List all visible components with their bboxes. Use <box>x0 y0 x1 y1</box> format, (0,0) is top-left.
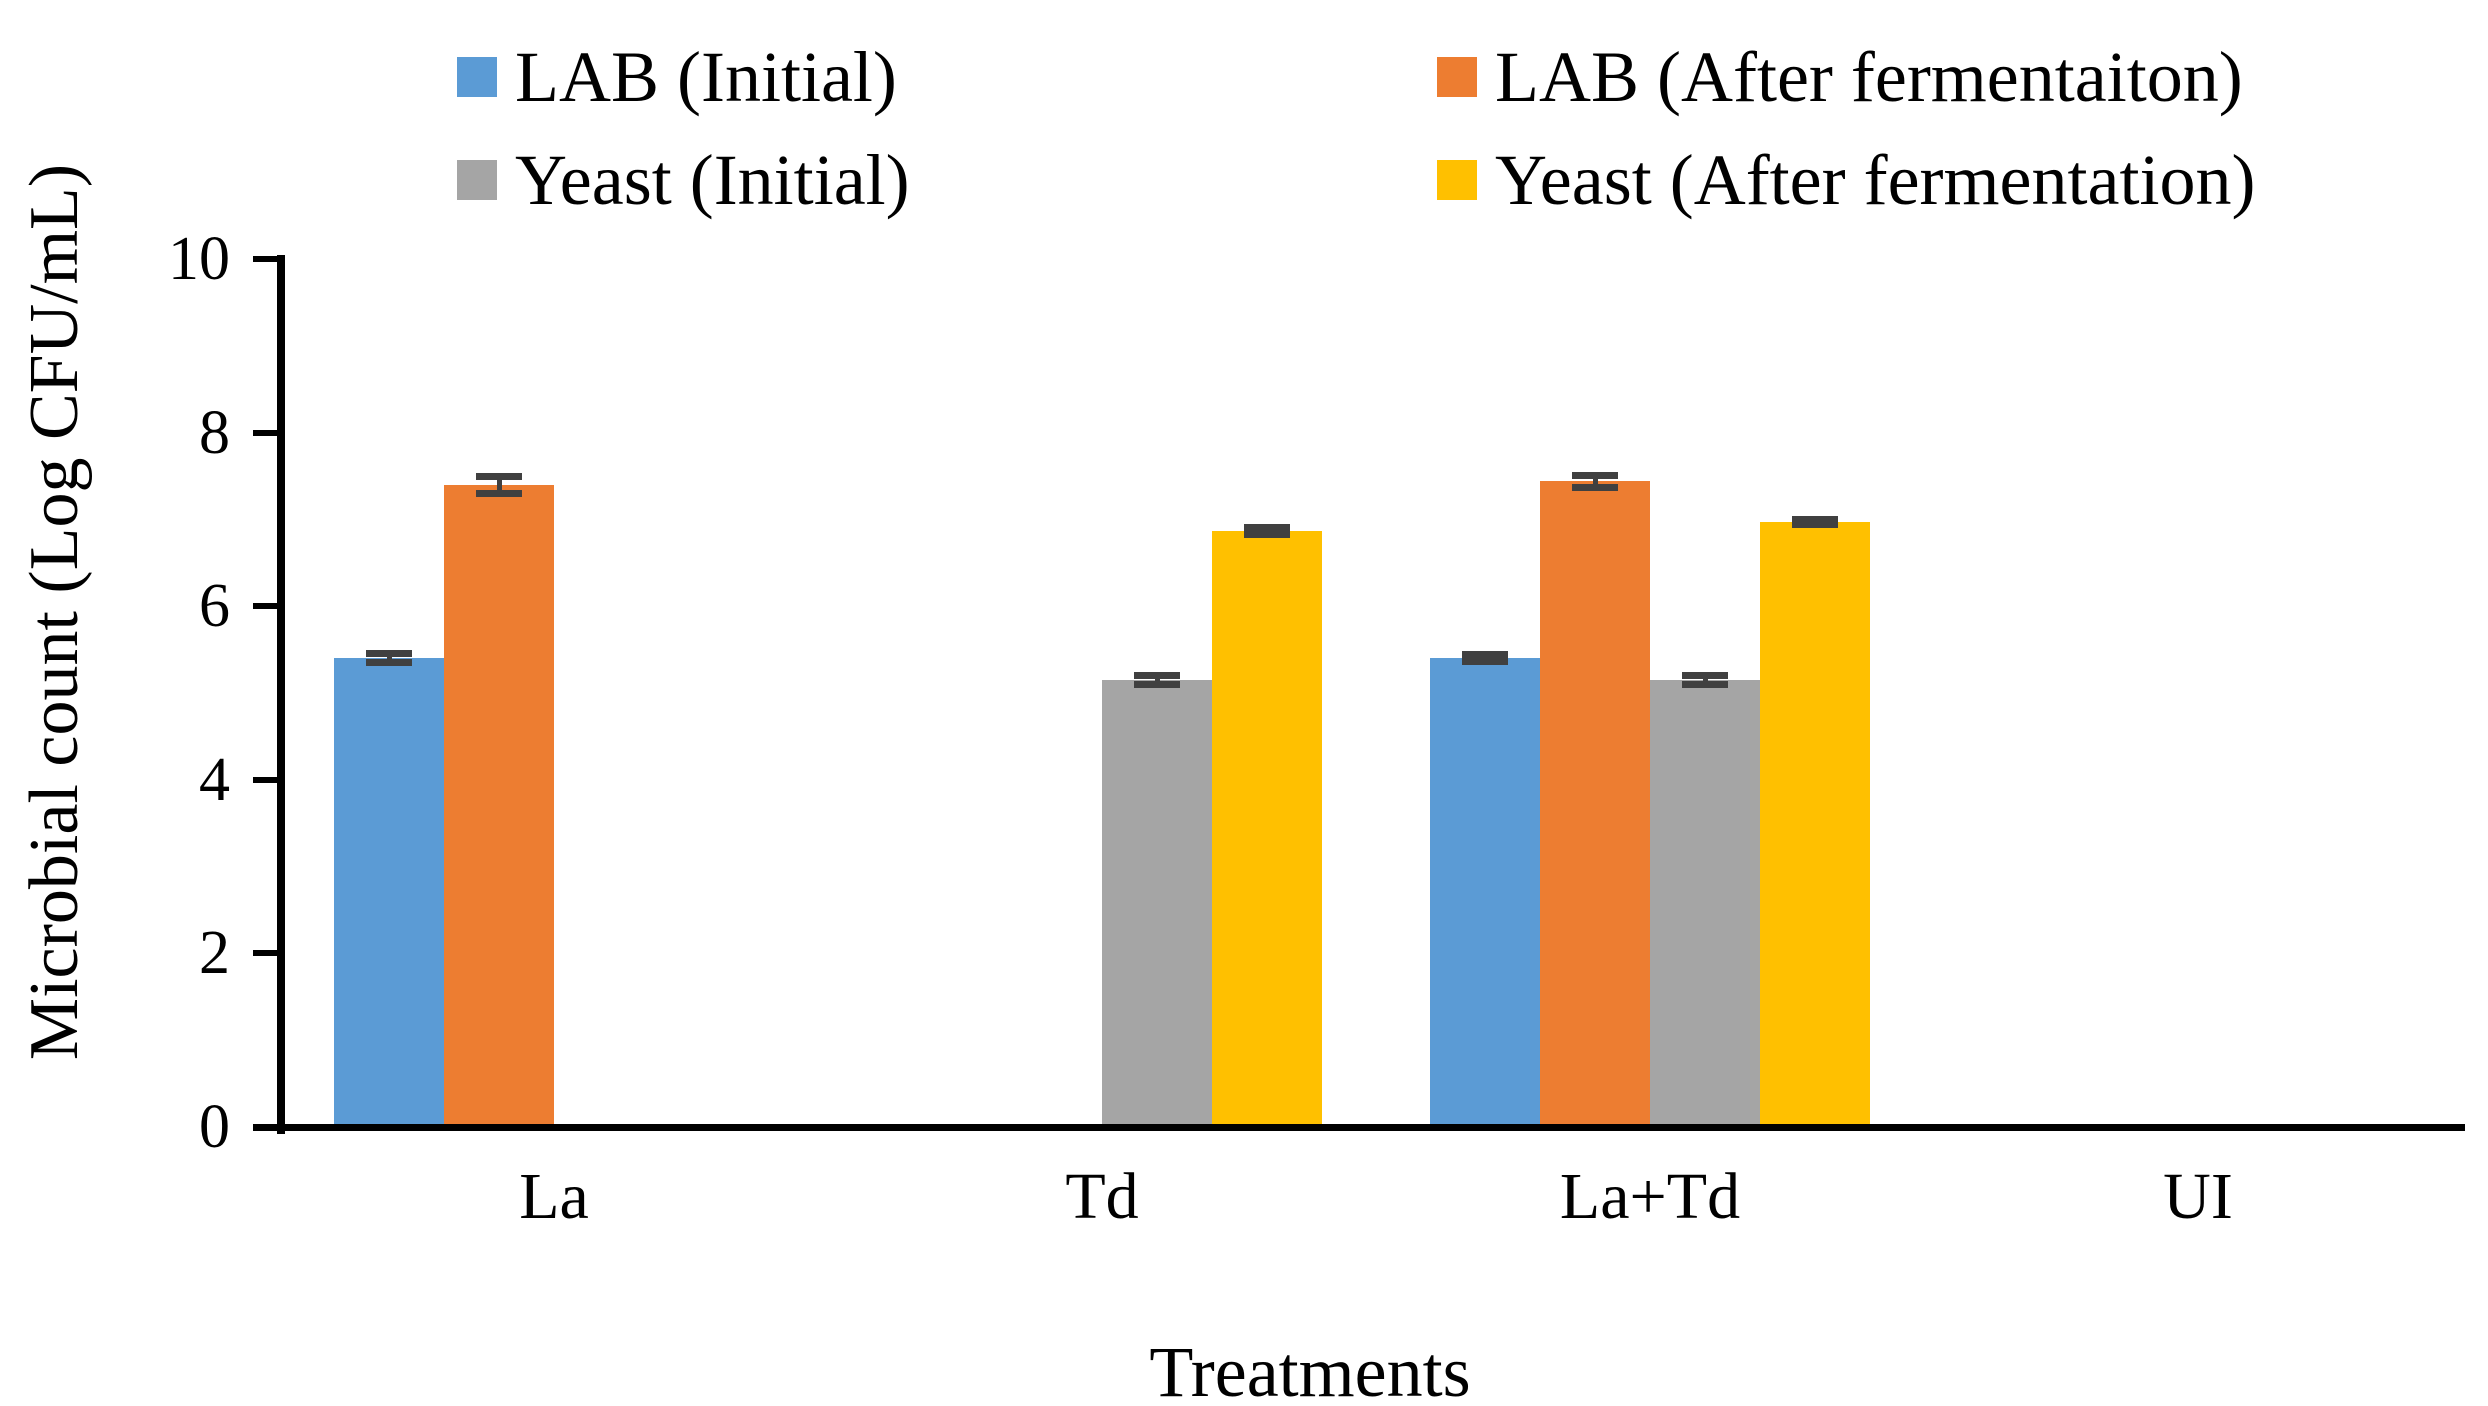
y-tick-4 <box>253 776 277 783</box>
errorbar-cap-bottom-0-0 <box>366 659 412 667</box>
y-tick-10 <box>253 256 277 262</box>
x-category-label-2: La+Td <box>1559 1160 1741 1233</box>
errorbar-cap-bottom-0-2 <box>1462 658 1508 666</box>
x-category-label-0: La <box>519 1160 589 1233</box>
y-tick-2 <box>253 950 277 957</box>
y-tick-label-2: 2 <box>199 919 230 988</box>
bar-0-0 <box>334 658 444 1127</box>
y-tick-label-4: 4 <box>199 745 230 814</box>
bar-1-2 <box>1540 481 1650 1127</box>
errorbar-cap-top-0-2 <box>1462 651 1508 659</box>
legend-swatch-1 <box>1437 57 1477 97</box>
bar-2-2 <box>1650 679 1760 1127</box>
x-axis-line <box>253 1124 2465 1131</box>
errorbar-cap-top-2-1 <box>1134 672 1180 680</box>
errorbar-cap-bottom-2-2 <box>1682 680 1728 688</box>
errorbar-line-1-0 <box>496 476 502 494</box>
errorbar-cap-bottom-1-2 <box>1572 483 1618 491</box>
bar-1-0 <box>444 484 554 1127</box>
bar-3-1 <box>1212 530 1322 1127</box>
errorbar-line-2-2 <box>1702 675 1708 685</box>
legend-swatch-2 <box>457 160 497 200</box>
errorbar-cap-top-0-0 <box>366 650 412 658</box>
x-category-label-3: UI <box>2163 1160 2233 1233</box>
errorbar-cap-bottom-1-0 <box>476 489 522 497</box>
bar-0-2 <box>1430 658 1540 1127</box>
errorbar-cap-top-3-1 <box>1244 523 1290 531</box>
y-tick-0 <box>253 1124 277 1130</box>
y-tick-label-8: 8 <box>199 398 230 467</box>
errorbar-cap-top-1-0 <box>476 472 522 480</box>
errorbar-line-2-1 <box>1154 675 1160 685</box>
errorbar-cap-top-2-2 <box>1682 672 1728 680</box>
errorbar-cap-top-3-2 <box>1792 515 1838 523</box>
errorbar-cap-top-1-2 <box>1572 471 1618 479</box>
x-category-label-1: Td <box>1065 1160 1139 1233</box>
y-tick-6 <box>253 603 277 610</box>
y-tick-label-6: 6 <box>199 572 230 641</box>
y-tick-label-0: 0 <box>199 1093 230 1161</box>
errorbar-cap-bottom-2-1 <box>1134 680 1180 688</box>
errorbar-line-0-0 <box>386 653 392 663</box>
y-tick-label-10: 10 <box>168 225 230 293</box>
x-axis-title: Treatments <box>1149 1332 1471 1406</box>
legend-swatch-3 <box>1437 160 1477 200</box>
legend-swatch-0 <box>457 57 497 97</box>
errorbar-cap-bottom-3-2 <box>1792 521 1838 529</box>
bar-3-2 <box>1760 522 1870 1127</box>
bar-2-1 <box>1102 679 1212 1127</box>
errorbar-line-1-2 <box>1592 475 1598 488</box>
y-axis-line <box>277 255 285 1134</box>
errorbar-cap-bottom-3-1 <box>1244 530 1290 538</box>
y-tick-8 <box>253 429 277 436</box>
